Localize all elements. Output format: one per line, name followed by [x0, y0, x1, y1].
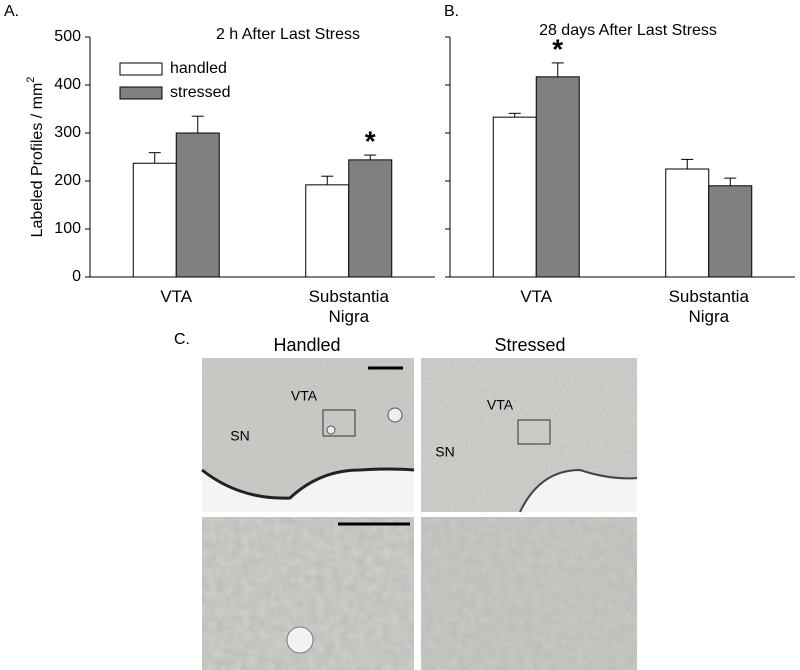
- bar: [708, 185, 753, 278]
- bar: [132, 162, 177, 278]
- y-tick-label: 100: [54, 220, 81, 237]
- micrograph: [202, 517, 414, 670]
- x-tick-label: VTA: [520, 287, 553, 306]
- x-tick-label: Substantia Nigra: [308, 287, 389, 326]
- y-tick-label: 400: [54, 76, 81, 93]
- bar: [492, 116, 537, 278]
- y-axis-label-superscript: 2: [25, 77, 37, 83]
- bar: [305, 184, 350, 278]
- column-label: Handled: [273, 335, 340, 355]
- y-axis-label: Labeled Profiles / mm2: [25, 77, 46, 238]
- legend-label: handled: [170, 60, 227, 77]
- legend-label: stressed: [170, 84, 230, 101]
- region-label: VTA: [291, 388, 318, 404]
- y-tick-label: 0: [72, 268, 81, 285]
- bar: [175, 132, 220, 278]
- panel-label: B.: [444, 3, 459, 20]
- bar: [665, 168, 710, 278]
- chart-title: 28 days After Last Stress: [539, 22, 717, 39]
- legend-swatch: [119, 62, 163, 76]
- significance-marker: *: [365, 125, 376, 156]
- chart-title: 2 h After Last Stress: [216, 26, 360, 43]
- micrograph: [421, 517, 637, 670]
- significance-marker: *: [552, 33, 563, 64]
- legend-swatch: [119, 86, 163, 100]
- panel-label: A.: [4, 3, 19, 20]
- y-tick-label: 500: [54, 28, 81, 45]
- bar: [348, 159, 393, 278]
- y-tick-label: 200: [54, 172, 81, 189]
- y-axis-label-text: Labeled Profiles / mm: [29, 83, 46, 238]
- region-label: VTA: [487, 397, 514, 413]
- column-label: Stressed: [494, 335, 565, 355]
- region-label: SN: [230, 428, 249, 444]
- micrograph: [421, 358, 638, 513]
- micrograph: [201, 358, 415, 512]
- bar: [535, 76, 580, 278]
- x-tick-label: Substantia Nigra: [668, 287, 749, 326]
- panel-label: C.: [174, 331, 190, 348]
- y-tick-label: 300: [54, 124, 81, 141]
- x-tick-label: VTA: [160, 287, 193, 306]
- region-label: SN: [435, 444, 454, 460]
